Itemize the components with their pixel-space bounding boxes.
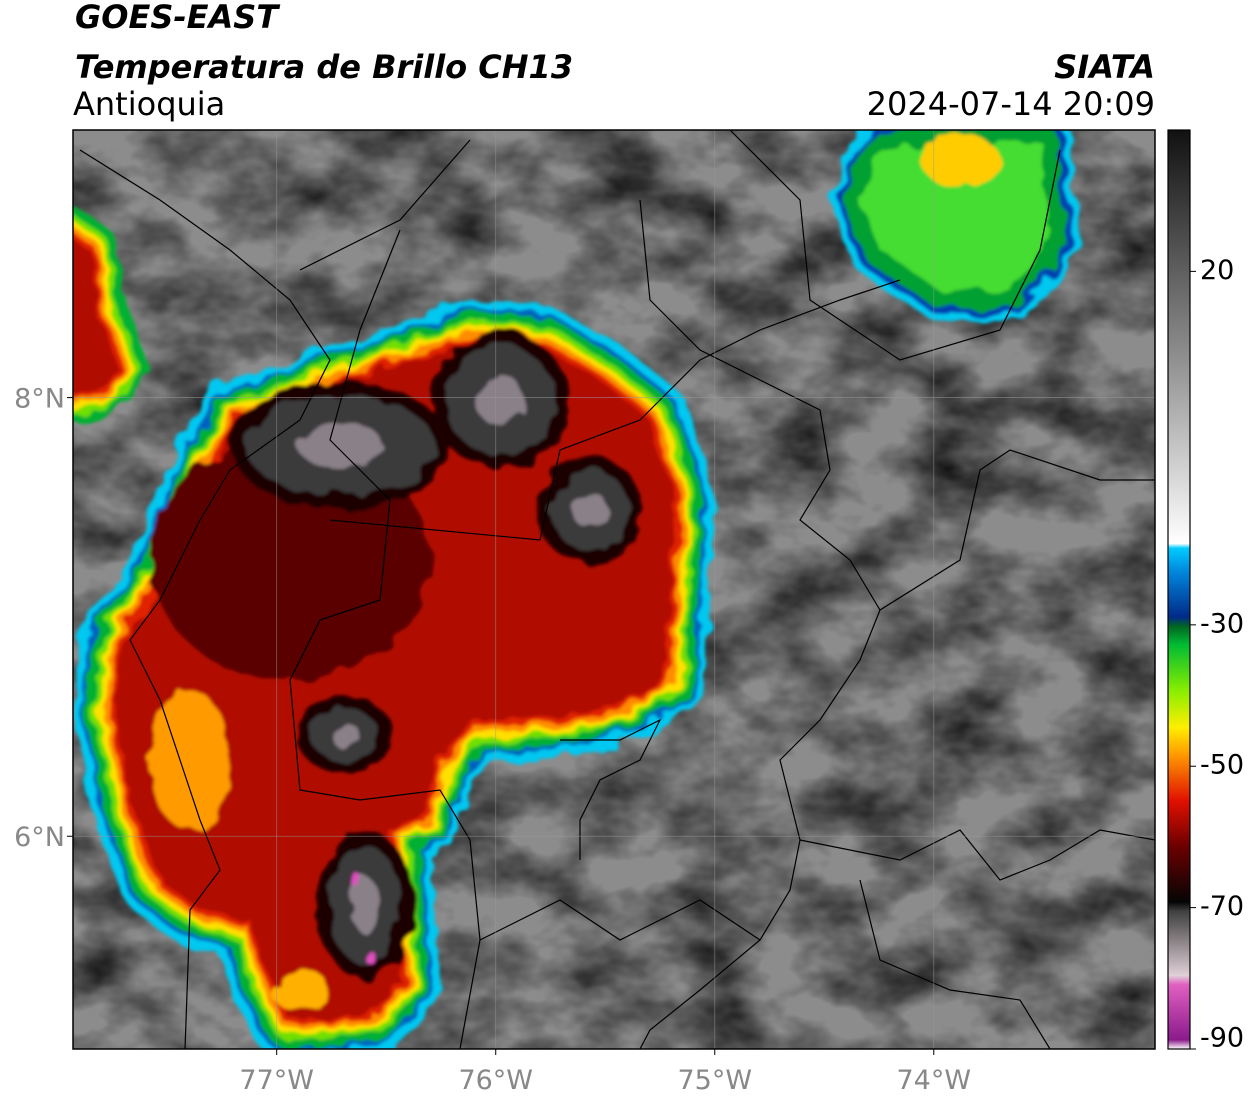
map-area <box>73 130 1155 1049</box>
storm-core <box>920 135 1000 185</box>
cold-core <box>572 492 608 528</box>
borders <box>79 130 1155 1049</box>
source: SIATA <box>1054 48 1155 86</box>
coldest-spot <box>365 952 377 964</box>
axes: 77°W 76°W 75°W 74°W 6°N 8°N 20 -30 -50 -70 -90 <box>14 255 1244 1096</box>
colorbar-tick-label: -70 <box>1200 891 1244 922</box>
cold-core <box>475 375 525 425</box>
storm-core <box>860 140 1050 290</box>
colorbar-tick-label: -50 <box>1200 750 1244 781</box>
x-tick-label: 74°W <box>897 1065 972 1096</box>
map-frame <box>72 129 1156 1050</box>
storm-core <box>150 690 230 830</box>
x-tick-label: 77°W <box>239 1065 314 1096</box>
storm-core <box>270 970 330 1010</box>
x-tick-label: 76°W <box>458 1065 533 1096</box>
grid <box>73 130 1155 1049</box>
y-tick-label: 8°N <box>14 384 65 415</box>
colorbar-tick-label: 20 <box>1200 255 1234 286</box>
cold-core <box>349 878 381 932</box>
coldest-spot <box>352 876 364 888</box>
colorbar-tick-label: -30 <box>1200 608 1244 639</box>
x-tick-label: 75°W <box>677 1065 752 1096</box>
cold-core <box>297 422 383 468</box>
cold-core <box>329 723 361 747</box>
storms <box>73 130 1080 1049</box>
storm-core <box>73 238 120 395</box>
datetime: 2024-07-14 20:09 <box>867 85 1155 123</box>
subtitle: Temperatura de Brillo CH13 <box>75 48 573 86</box>
region: Antioquia <box>73 85 225 123</box>
title: GOES-EAST <box>75 0 280 36</box>
colorbar <box>1167 129 1191 1050</box>
colorbar-tick-label: -90 <box>1200 1023 1244 1054</box>
y-tick-label: 6°N <box>14 822 65 853</box>
